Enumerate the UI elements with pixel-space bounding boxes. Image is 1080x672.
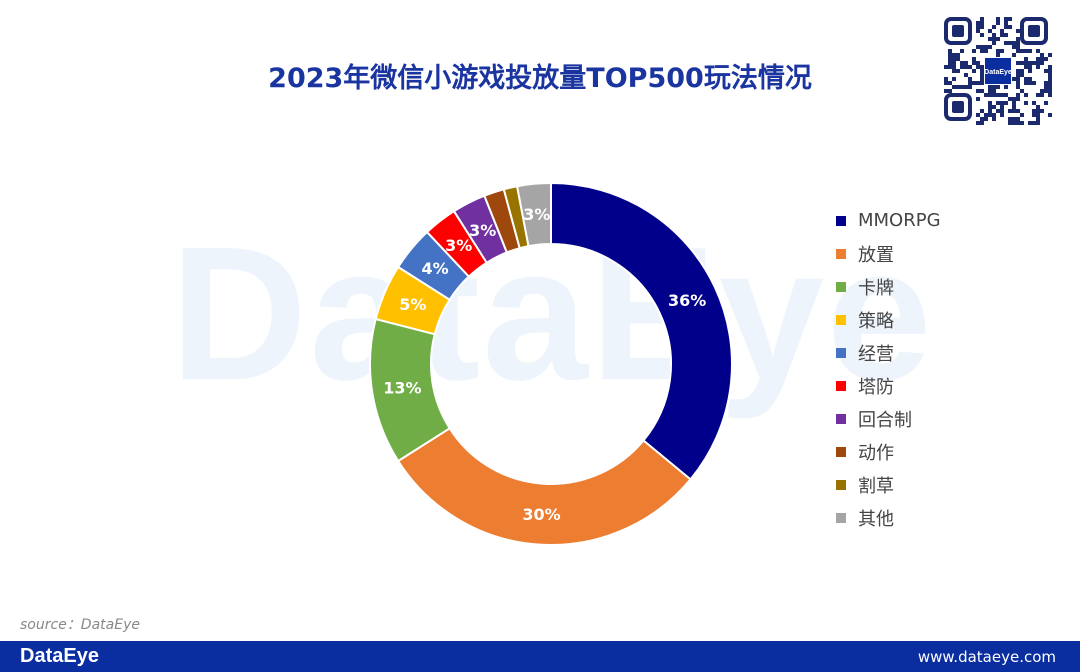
data-label-5: 3% (445, 236, 472, 255)
data-label-1: 30% (522, 505, 560, 524)
legend-label: 卡牌 (858, 277, 894, 299)
legend-label: 经营 (858, 343, 894, 365)
legend-label: 其他 (858, 508, 894, 530)
svg-text:DataEye: DataEye (984, 69, 1012, 76)
legend-item: 经营 (836, 336, 941, 369)
chart-title: 2023年微信小游戏投放量TOP500玩法情况 (268, 63, 812, 94)
legend-label: MMORPG (858, 210, 941, 231)
legend-swatch (836, 446, 846, 457)
legend-swatch (836, 347, 846, 358)
legend-swatch (836, 479, 846, 490)
legend-label: 放置 (858, 244, 894, 266)
footer-bar: DataEye www.dataeye.com (0, 641, 1080, 672)
legend-item: 塔防 (836, 369, 941, 402)
legend-item: 其他 (836, 501, 941, 534)
legend-item: 策略 (836, 303, 941, 336)
legend-item: 卡牌 (836, 270, 941, 303)
data-label-4: 4% (421, 259, 448, 278)
data-label-2: 13% (383, 379, 421, 398)
legend-swatch (836, 314, 846, 325)
legend-swatch (836, 281, 846, 292)
data-label-0: 36% (668, 291, 706, 310)
legend-swatch (836, 512, 846, 523)
footer-brand-logo: DataEye (20, 645, 99, 667)
legend-swatch (836, 380, 846, 391)
legend-item: 回合制 (836, 402, 941, 435)
data-label-3: 5% (399, 295, 426, 314)
legend-label: 回合制 (858, 409, 912, 431)
legend-swatch (836, 248, 846, 259)
slice-0 (550, 181, 733, 481)
data-label-9: 3% (523, 205, 550, 224)
legend-swatch (836, 215, 846, 226)
legend-swatch (836, 413, 846, 424)
legend-item: MMORPG (836, 204, 941, 237)
legend-item: 放置 (836, 237, 941, 270)
legend-label: 塔防 (858, 376, 894, 398)
legend-item: 割草 (836, 468, 941, 501)
slice-1 (396, 426, 692, 546)
slice-9 (515, 181, 552, 248)
footer-url[interactable]: www.dataeye.com (917, 648, 1056, 666)
legend-label: 割草 (858, 475, 894, 497)
source-note: source：DataEye (20, 617, 140, 633)
qr-code: DataEye (944, 17, 1052, 125)
legend-label: 策略 (858, 310, 894, 332)
legend-item: 动作 (836, 435, 941, 468)
data-label-6: 3% (469, 221, 496, 240)
legend: MMORPG 放置卡牌策略经营塔防回合制动作割草其他 (836, 204, 941, 534)
legend-label: 动作 (858, 442, 894, 464)
